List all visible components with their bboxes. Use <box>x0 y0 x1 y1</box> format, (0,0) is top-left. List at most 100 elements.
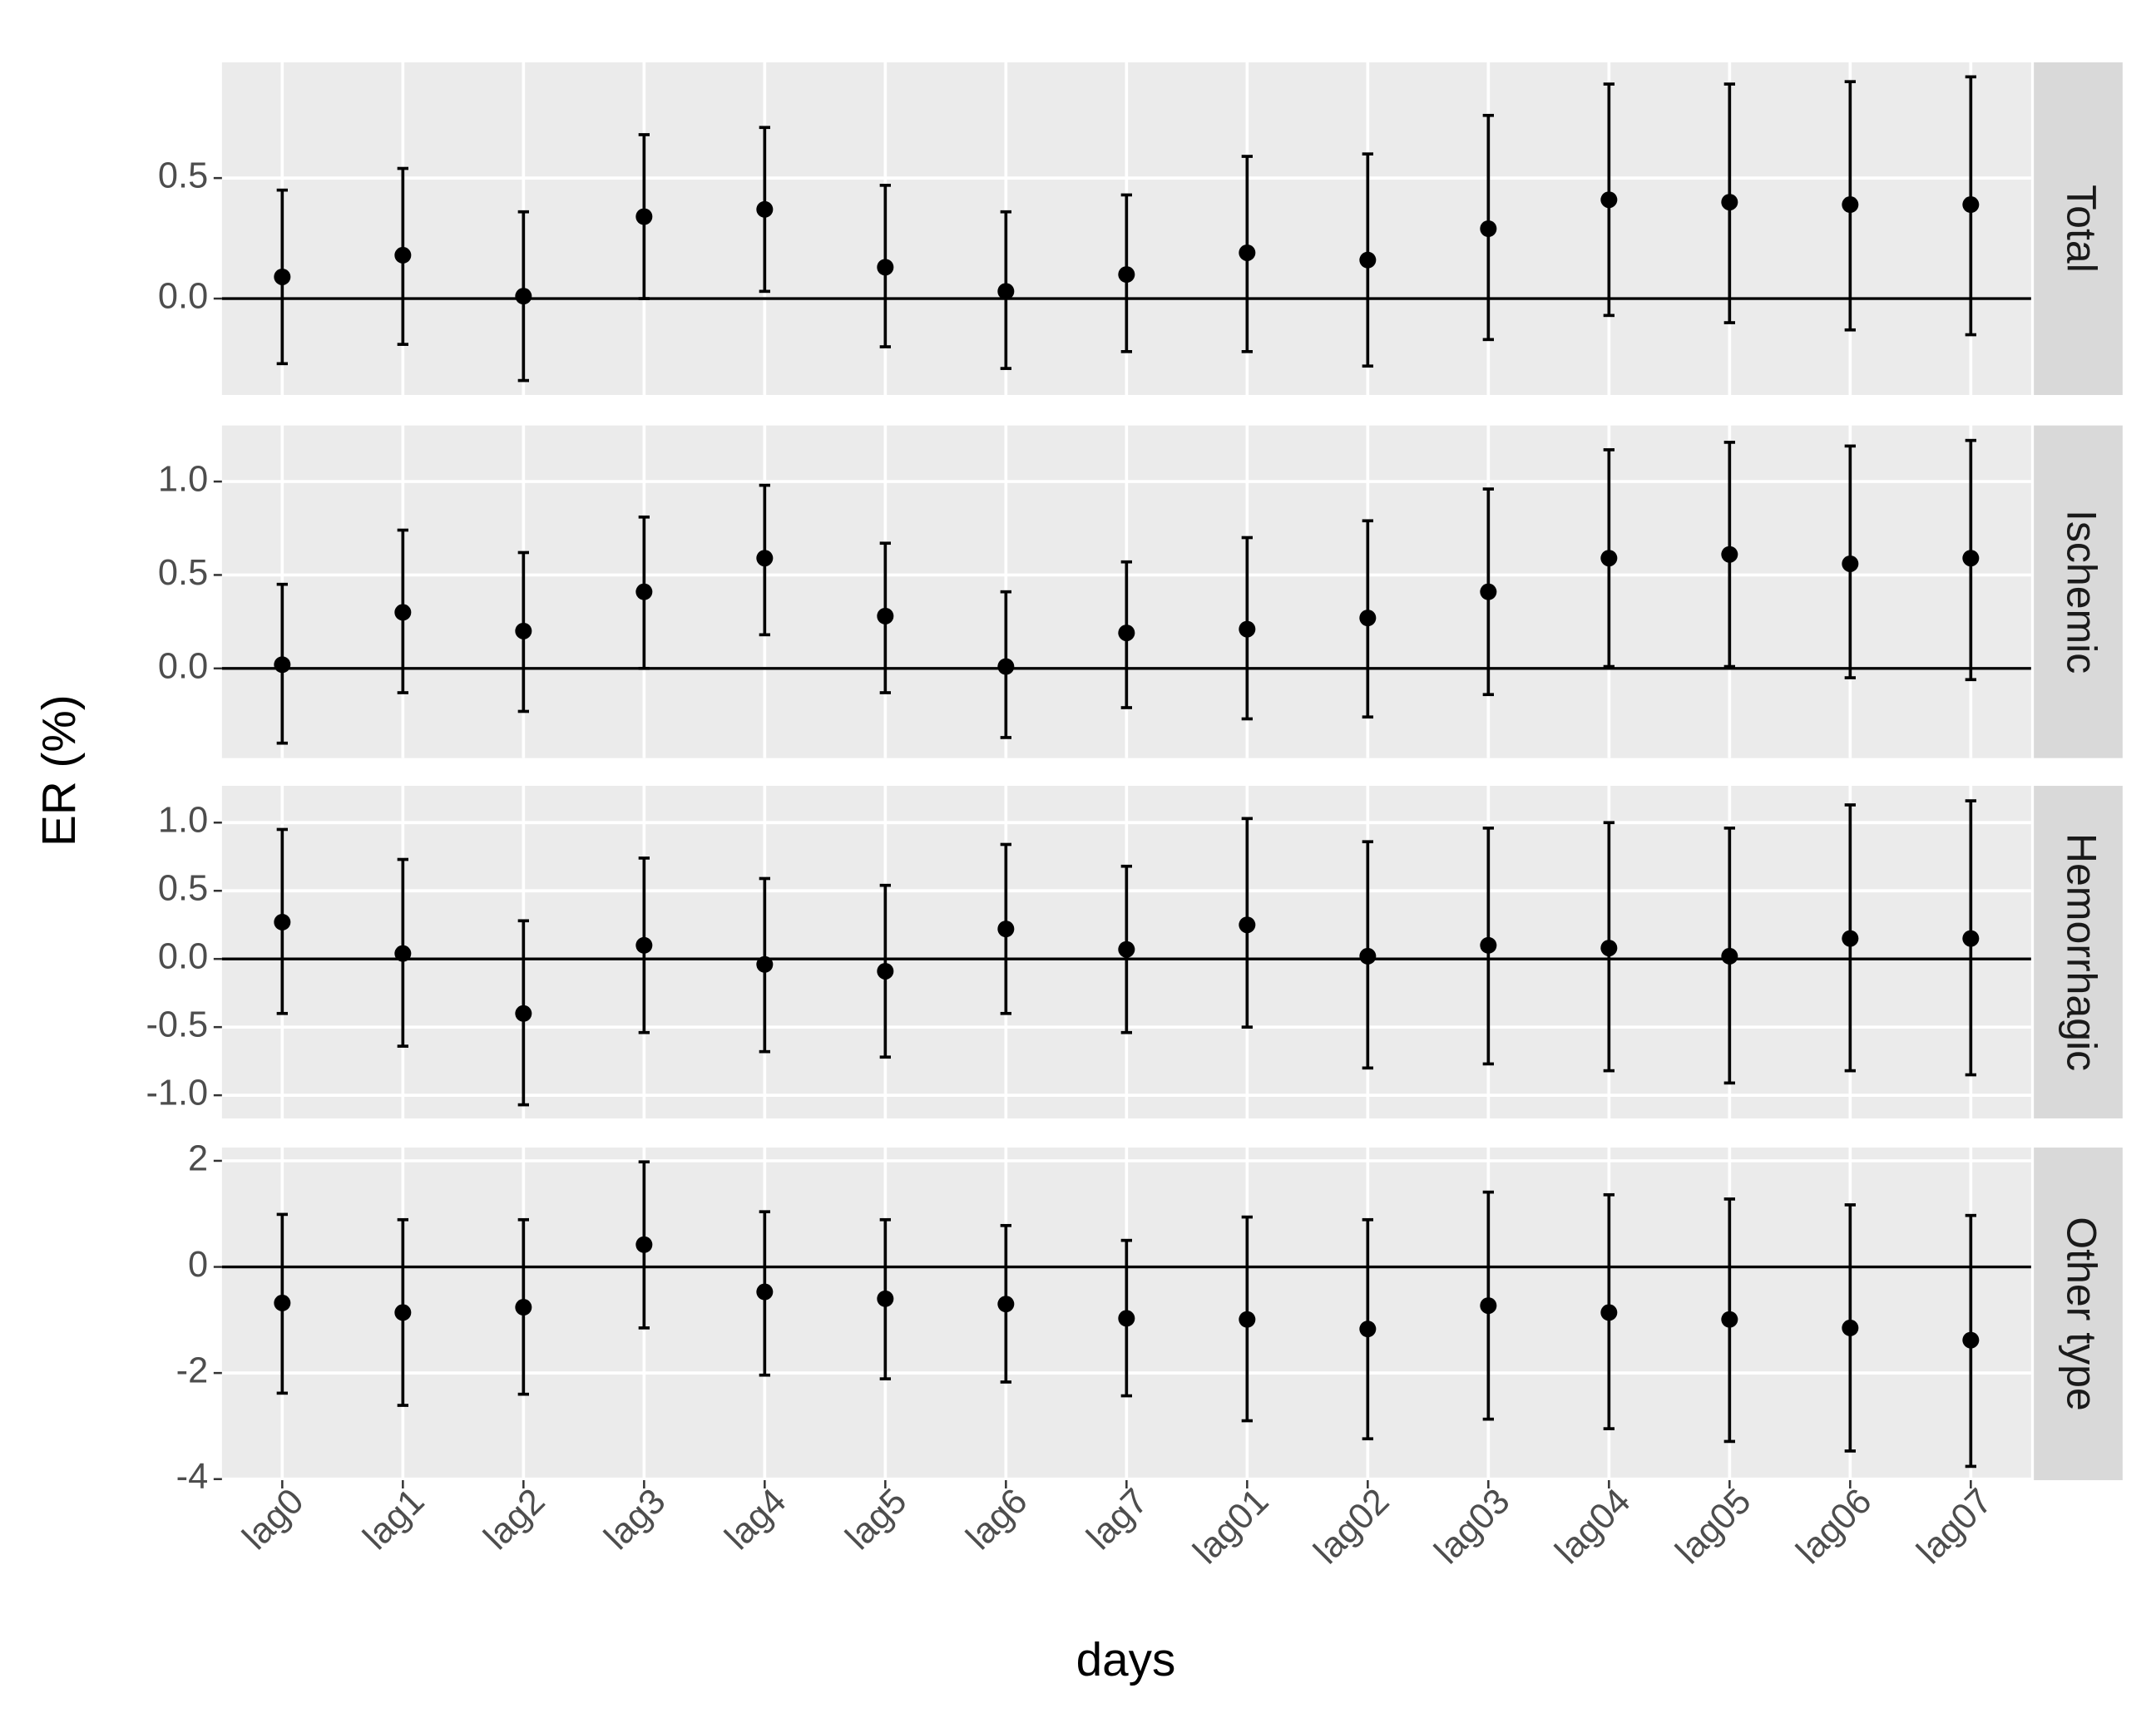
point <box>756 550 774 567</box>
y-tick-label: 0.0 <box>158 937 208 977</box>
point <box>1239 244 1256 261</box>
strip-background <box>2034 425 2123 758</box>
x-tick-label: lag05 <box>1669 1481 1759 1572</box>
point <box>1359 251 1377 269</box>
point <box>1480 936 1497 954</box>
point <box>1480 220 1497 237</box>
point <box>515 1005 532 1022</box>
point <box>1600 191 1618 209</box>
point <box>756 955 774 973</box>
point <box>997 658 1015 675</box>
strip-label: Total <box>2058 185 2104 273</box>
point <box>1118 624 1135 642</box>
point <box>635 208 653 225</box>
point <box>1600 550 1618 567</box>
point <box>394 1304 412 1321</box>
point <box>877 607 894 624</box>
point <box>1600 940 1618 957</box>
point <box>515 1299 532 1316</box>
x-tick-label: lag02 <box>1307 1481 1397 1572</box>
x-tick-label: lag6 <box>959 1481 1036 1557</box>
point <box>1962 196 1980 214</box>
point <box>1721 194 1738 211</box>
point <box>1721 947 1738 965</box>
point <box>1359 947 1377 965</box>
point <box>997 1296 1015 1313</box>
point <box>877 259 894 276</box>
strip-label: Ischemic <box>2058 510 2104 674</box>
x-tick-label: lag04 <box>1548 1481 1639 1572</box>
point <box>1239 620 1256 638</box>
y-axis-title: ER (%) <box>33 694 86 847</box>
point <box>756 200 774 218</box>
point <box>997 283 1015 300</box>
point <box>1118 266 1135 284</box>
point <box>1842 196 1859 214</box>
point <box>877 962 894 980</box>
point <box>635 1236 653 1253</box>
y-tick-label: 0.5 <box>158 156 208 196</box>
point <box>1480 1297 1497 1315</box>
point <box>1962 550 1980 567</box>
point <box>274 268 291 285</box>
x-axis-title: days <box>1076 1634 1176 1686</box>
point <box>1118 1310 1135 1327</box>
x-tick-label: lag01 <box>1186 1481 1277 1572</box>
y-tick-label: 0.5 <box>158 553 208 593</box>
y-tick-label: 1.0 <box>158 460 208 500</box>
point <box>1721 1311 1738 1328</box>
strip-background <box>2034 786 2123 1118</box>
y-tick-label: -4 <box>176 1457 209 1497</box>
point <box>515 288 532 305</box>
y-tick-label: -1.0 <box>146 1074 208 1113</box>
x-tick-label: lag4 <box>718 1481 794 1557</box>
point <box>1359 1321 1377 1338</box>
x-tick-label: lag7 <box>1080 1481 1156 1557</box>
point <box>1962 1331 1980 1349</box>
point <box>1842 1319 1859 1336</box>
x-tick-label: lag5 <box>838 1481 915 1557</box>
strip-label: Other type <box>2058 1217 2104 1410</box>
point <box>1118 940 1135 958</box>
point <box>515 622 532 639</box>
point <box>394 945 412 962</box>
y-tick-label: -0.5 <box>146 1005 208 1045</box>
x-tick-label: lag07 <box>1910 1481 2000 1572</box>
y-tick-label: 2 <box>188 1138 208 1178</box>
x-tick-label: lag03 <box>1427 1481 1518 1572</box>
point <box>1480 583 1497 600</box>
point <box>1359 610 1377 627</box>
y-tick-label: 1.0 <box>158 801 208 841</box>
x-tick-label: lag2 <box>477 1481 553 1557</box>
point <box>274 656 291 674</box>
point <box>1239 1311 1256 1328</box>
point <box>274 1294 291 1311</box>
x-tick-label: lag1 <box>356 1481 433 1557</box>
point <box>1600 1304 1618 1321</box>
strip-background <box>2034 62 2123 395</box>
point <box>1239 916 1256 934</box>
x-tick-label: lag06 <box>1789 1481 1880 1572</box>
y-tick-label: 0.5 <box>158 869 208 909</box>
point <box>274 913 291 931</box>
point <box>877 1290 894 1307</box>
point <box>635 936 653 954</box>
point <box>1962 930 1980 947</box>
point <box>394 246 412 264</box>
strip-label: Hemorrhagic <box>2058 833 2104 1071</box>
point <box>756 1283 774 1301</box>
point <box>1842 555 1859 572</box>
point <box>997 921 1015 938</box>
strip-background <box>2034 1148 2123 1480</box>
y-tick-label: 0.0 <box>158 277 208 317</box>
point <box>1842 930 1859 947</box>
y-tick-label: 0 <box>188 1245 208 1285</box>
y-tick-label: 0.0 <box>158 646 208 686</box>
point <box>394 604 412 621</box>
x-tick-label: lag3 <box>597 1481 674 1557</box>
x-tick-label: lag0 <box>235 1481 312 1557</box>
y-tick-label: -2 <box>176 1351 209 1391</box>
point <box>635 583 653 600</box>
point <box>1721 545 1738 563</box>
